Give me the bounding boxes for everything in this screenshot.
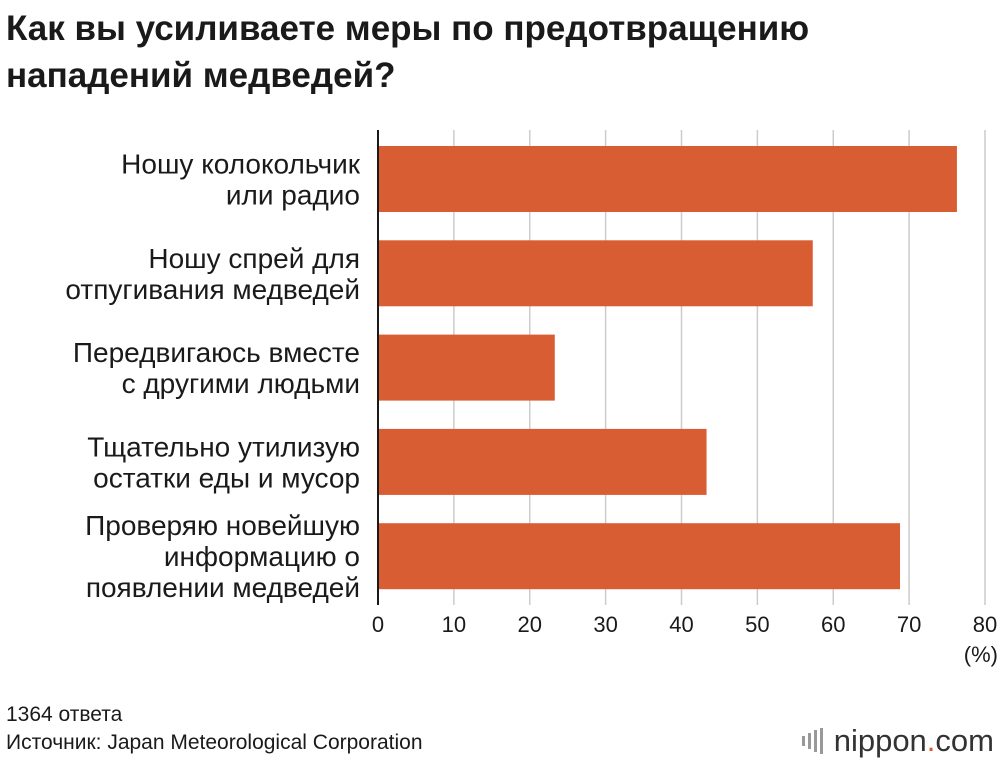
responses-count: 1364 ответа: [6, 703, 123, 726]
x-tick-label-50: 50: [745, 612, 769, 637]
category-label-4-line-2: остатки еды и мусор: [93, 462, 360, 493]
x-tick-label-0: 0: [372, 612, 384, 637]
x-axis-unit: (%): [964, 642, 998, 667]
chart-title-line-2: нападений медведей?: [6, 56, 395, 95]
logo-dot: .: [926, 723, 936, 758]
x-tick-label-10: 10: [442, 612, 466, 637]
x-tick-label-60: 60: [821, 612, 845, 637]
bars: [379, 146, 957, 590]
category-label-3-line-2: с другими людьми: [122, 368, 360, 399]
category-label-2-line-1: Ношу спрей для: [148, 243, 360, 274]
x-axis-ticks: 0 10 20 30 40 50 60 70 80: [372, 612, 997, 637]
x-tick-label-20: 20: [518, 612, 542, 637]
bar-chart: Как вы усиливаете меры по предотвращению…: [6, 9, 998, 667]
bar-4: [379, 428, 707, 495]
bar-3: [379, 334, 555, 401]
logo-tld: com: [935, 723, 994, 758]
category-label-5-line-3: появлении медведей: [86, 572, 360, 603]
x-tick-label-40: 40: [669, 612, 693, 637]
category-label-1-line-1: Ношу колокольчик: [121, 149, 361, 180]
category-label-2-line-2: отпугивания медведей: [65, 274, 360, 305]
chart-title: Как вы усиливаете меры по предотвращению…: [6, 9, 809, 95]
category-label-5-line-1: Проверяю новейшую: [85, 510, 360, 541]
logo-name: nippon: [833, 723, 927, 758]
nippon-logo: nippon. com: [801, 721, 994, 761]
bar-5: [379, 523, 901, 590]
source-note: Источник: Japan Meteorological Corporati…: [6, 731, 423, 754]
category-label-3-line-1: Передвигаюсь вместе: [73, 337, 360, 368]
logo-bars-icon: [801, 728, 826, 754]
chart-title-line-1: Как вы усиливаете меры по предотвращению: [6, 9, 809, 48]
bar-2: [379, 240, 813, 307]
x-tick-label-30: 30: [593, 612, 617, 637]
category-label-1-line-2: или радио: [226, 180, 360, 211]
x-tick-label-70: 70: [897, 612, 921, 637]
category-label-5-line-2: информацию о: [164, 541, 360, 572]
bar-1: [379, 146, 957, 212]
category-label-4-line-1: Тщательно утилизую: [87, 431, 360, 462]
x-tick-label-80: 80: [973, 612, 997, 637]
